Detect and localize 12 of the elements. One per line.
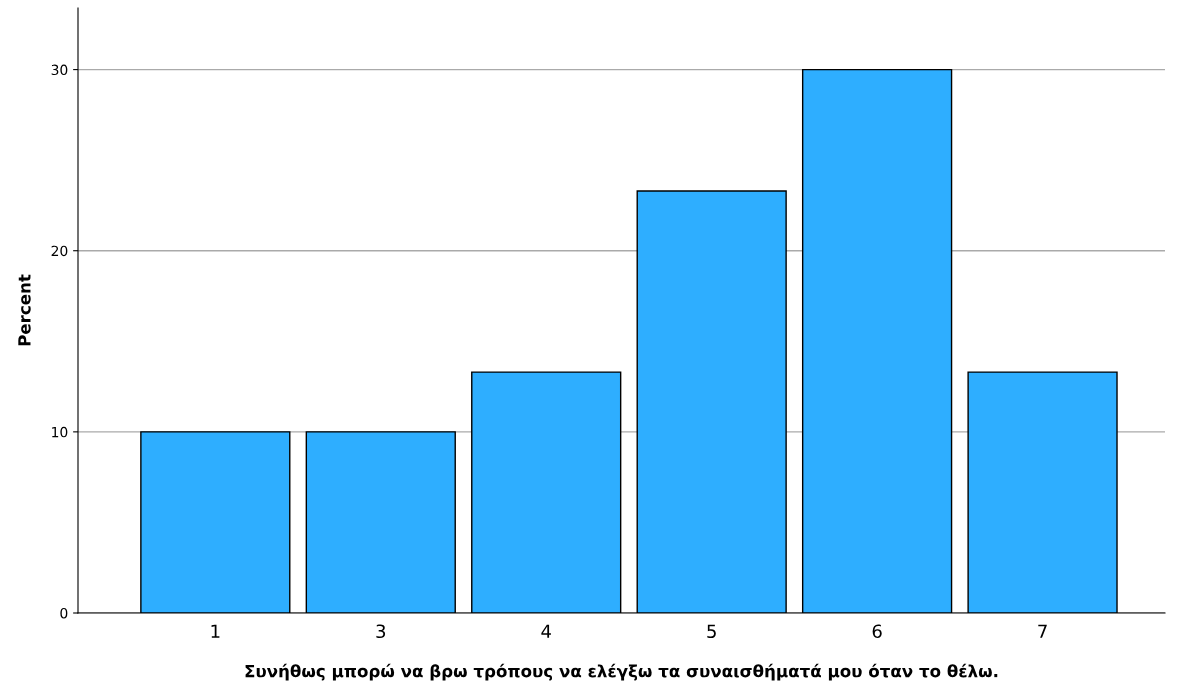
- y-axis-title: Percent: [18, 274, 31, 346]
- x-tick-label: 1: [211, 624, 220, 638]
- x-tick-label: 7: [1038, 624, 1047, 638]
- y-tick-label: 10: [52, 426, 68, 438]
- y-tick-label: 0: [60, 607, 68, 619]
- x-tick-label: 3: [376, 624, 386, 639]
- x-tick-label: 5: [707, 624, 716, 639]
- x-tick-label: 6: [872, 624, 882, 639]
- y-tick-label: 20: [51, 245, 68, 257]
- x-axis-title: Συνήθως μπορώ να βρω τρόπους να ελέγξω τα συναισθήματά μου όταν το θέλω.: [245, 663, 998, 681]
- x-tick-label: 4: [541, 624, 551, 638]
- y-tick-label: 30: [51, 64, 68, 76]
